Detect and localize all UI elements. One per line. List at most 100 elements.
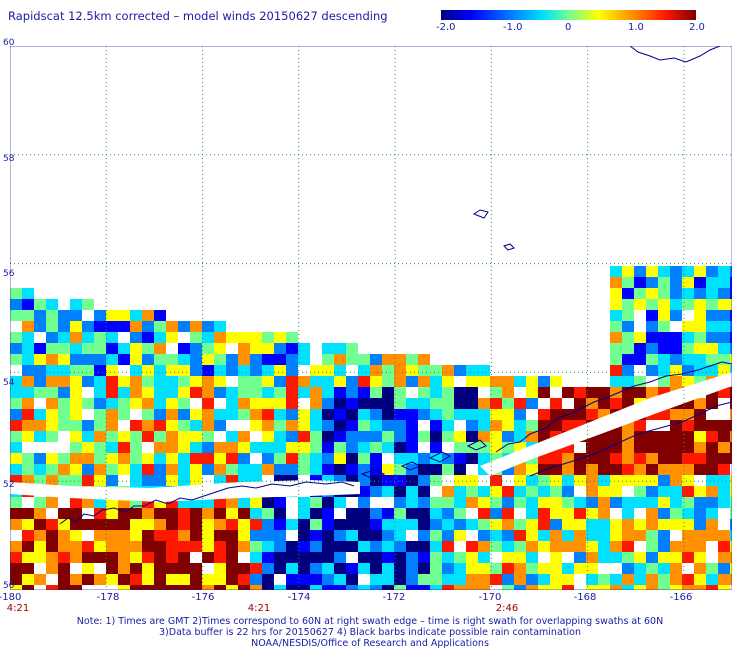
wind-cell [70, 398, 82, 409]
wind-cell [670, 453, 682, 464]
wind-cell [526, 431, 538, 442]
wind-cell [166, 464, 178, 475]
wind-cell [418, 464, 430, 475]
wind-cell [442, 486, 454, 497]
wind-cell [718, 552, 730, 563]
wind-cell [46, 563, 58, 574]
wind-cell [214, 409, 226, 420]
wind-cell [214, 442, 226, 453]
wind-cell [406, 442, 418, 453]
wind-cell [634, 332, 646, 343]
wind-cell [250, 552, 262, 563]
wind-cell [670, 508, 682, 519]
wind-cell [178, 442, 190, 453]
wind-cell [586, 574, 598, 585]
wind-cell [610, 453, 622, 464]
wind-cell [622, 508, 634, 519]
wind-cell [730, 431, 732, 442]
wind-cell [406, 574, 418, 585]
wind-cell [322, 585, 334, 590]
aleutian-land-east [480, 372, 732, 476]
wind-cell [358, 552, 370, 563]
wind-cell [70, 574, 82, 585]
wind-cell [142, 497, 154, 508]
wind-cell [454, 398, 466, 409]
wind-cell [22, 387, 34, 398]
wind-cell [274, 541, 286, 552]
wind-cell [610, 321, 622, 332]
wind-cell [94, 541, 106, 552]
wind-cell [250, 530, 262, 541]
wind-cell [238, 442, 250, 453]
wind-cell [142, 541, 154, 552]
wind-cell [706, 321, 718, 332]
wind-cell [406, 541, 418, 552]
wind-cell [550, 486, 562, 497]
wind-cell [154, 387, 166, 398]
wind-cell [634, 277, 646, 288]
wind-cell [22, 585, 34, 590]
wind-cell [526, 420, 538, 431]
wind-cell [406, 365, 418, 376]
wind-cell [622, 266, 634, 277]
wind-cell [526, 464, 538, 475]
swath-time-label: 4:21 [247, 603, 271, 614]
wind-cell [106, 398, 118, 409]
wind-cell [730, 541, 732, 552]
wind-cell [118, 519, 130, 530]
wind-cell [298, 541, 310, 552]
wind-cell [358, 530, 370, 541]
wind-cell [634, 354, 646, 365]
wind-cell [166, 508, 178, 519]
wind-cell [694, 343, 706, 354]
wind-cell [142, 530, 154, 541]
wind-cell [94, 321, 106, 332]
wind-cell [34, 387, 46, 398]
wind-cell [610, 552, 622, 563]
wind-cell [274, 508, 286, 519]
wind-cell [322, 343, 334, 354]
wind-cell [706, 343, 718, 354]
wind-cell [82, 376, 94, 387]
wind-cell [430, 464, 442, 475]
wind-cell [622, 343, 634, 354]
wind-cell [22, 475, 34, 486]
wind-cell [82, 552, 94, 563]
wind-cell [250, 585, 262, 590]
wind-cell [178, 409, 190, 420]
wind-cell [490, 398, 502, 409]
wind-cell [502, 497, 514, 508]
wind-cell [574, 519, 586, 530]
wind-cell [346, 431, 358, 442]
wind-cell [238, 409, 250, 420]
wind-cell [442, 541, 454, 552]
wind-cell [202, 365, 214, 376]
wind-cell [118, 343, 130, 354]
wind-cell [202, 398, 214, 409]
wind-cell [610, 376, 622, 387]
wind-cell [358, 464, 370, 475]
wind-cell [106, 508, 118, 519]
wind-cell [502, 409, 514, 420]
wind-cell [118, 530, 130, 541]
wind-cell [94, 497, 106, 508]
wind-cell [34, 464, 46, 475]
wind-cell [706, 266, 718, 277]
wind-cell [202, 442, 214, 453]
wind-cell [658, 563, 670, 574]
wind-cell [478, 420, 490, 431]
wind-cell [154, 376, 166, 387]
wind-cell [358, 453, 370, 464]
wind-cell [442, 530, 454, 541]
wind-cell [262, 541, 274, 552]
wind-cell [406, 409, 418, 420]
wind-cell [238, 519, 250, 530]
wind-cell [526, 398, 538, 409]
wind-cell [214, 332, 226, 343]
wind-cell [394, 387, 406, 398]
wind-cell [442, 508, 454, 519]
wind-cell [538, 464, 550, 475]
wind-cell [118, 453, 130, 464]
wind-cell [10, 343, 22, 354]
wind-cell [622, 310, 634, 321]
